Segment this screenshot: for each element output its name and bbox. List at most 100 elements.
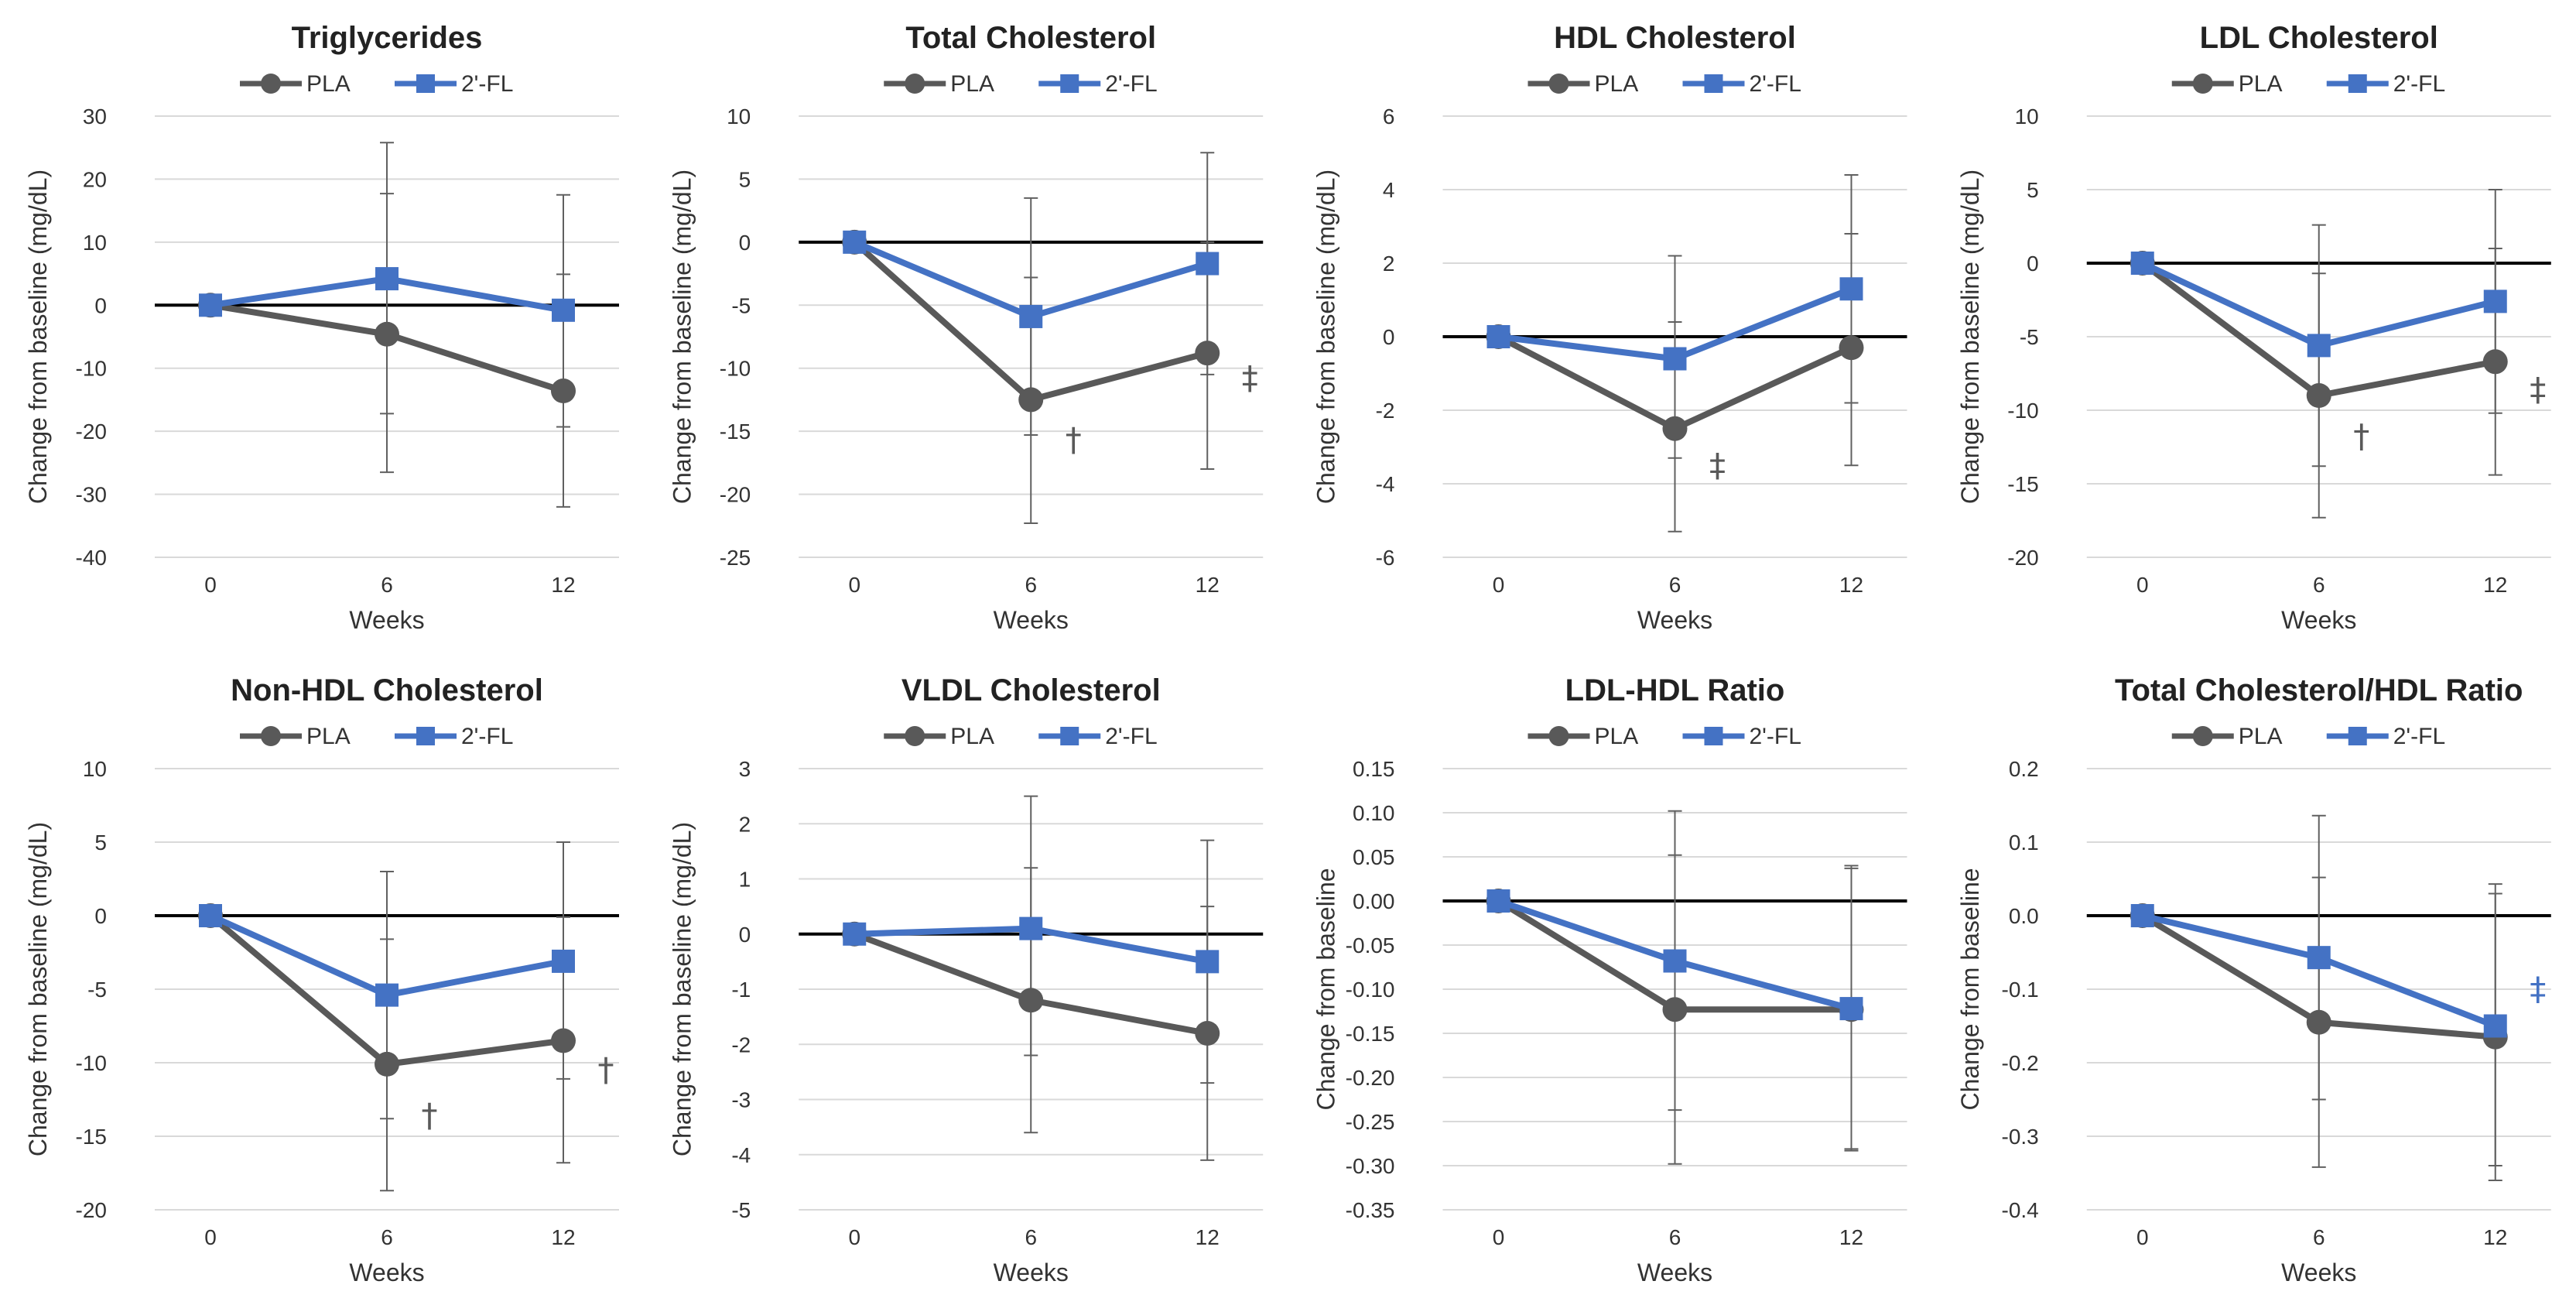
legend-marker-circle (1548, 726, 1569, 746)
significance-mark: ‡ (1242, 359, 1258, 397)
x-tick-label: 6 (1669, 573, 1681, 597)
legend-marker-square (416, 74, 435, 93)
x-axis-title: Weeks (994, 606, 1069, 634)
y-tick-label: 0 (739, 923, 751, 947)
chart-panel: Non-HDL Cholesterol PLA 2'-FL 10 5 0 -5 -10 -15 -… (24, 673, 619, 1286)
y-tick-label: -10 (2007, 399, 2038, 423)
y-tick-label: 5 (2027, 178, 2039, 202)
data-point-2fl (375, 267, 399, 291)
x-axis-title: Weeks (349, 1259, 424, 1286)
legend-item: PLA (884, 71, 994, 97)
legend-item: PLA (1527, 71, 1638, 97)
significance-mark: † (598, 1051, 614, 1089)
y-tick-label: -10 (76, 357, 107, 381)
y-tick-label: -0.1 (2002, 978, 2039, 1002)
legend-marker-square (1704, 727, 1723, 745)
y-tick-label: 0 (1383, 325, 1395, 349)
y-tick-label: 2 (739, 812, 751, 836)
y-tick-label: -20 (2007, 546, 2038, 570)
y-tick-label: -0.4 (2002, 1198, 2039, 1222)
legend-label: PLA (950, 71, 994, 97)
y-tick-label: -0.10 (1346, 978, 1395, 1002)
y-tick-label: 10 (83, 757, 107, 781)
x-tick-label: 12 (1839, 573, 1863, 597)
chart-title: Total Cholesterol (905, 21, 1156, 55)
legend-marker-circle (905, 726, 925, 746)
y-tick-label: 4 (1383, 178, 1395, 202)
data-point-2fl (2483, 1014, 2507, 1038)
data-point-pla (375, 321, 399, 347)
data-point-2fl (843, 230, 867, 254)
legend-label: 2'-FL (1750, 71, 1801, 97)
y-axis-title: Change from baseline (mg/dL) (668, 170, 696, 504)
y-tick-label: -25 (720, 546, 751, 570)
y-axis-title: Change from baseline (1956, 868, 1984, 1110)
data-point-2fl (1839, 997, 1863, 1021)
data-point-2fl (199, 904, 222, 927)
y-tick-label: 5 (94, 831, 107, 855)
chart-title: HDL Cholesterol (1554, 21, 1796, 55)
legend-label: PLA (2239, 71, 2283, 97)
y-axis-title: Change from baseline (1312, 868, 1340, 1110)
data-point-2fl (2307, 946, 2331, 970)
legend-marker-square (2348, 727, 2367, 745)
legend-label: PLA (2239, 724, 2283, 749)
y-tick-label: -0.35 (1346, 1198, 1395, 1222)
data-point-pla (2306, 383, 2331, 408)
y-tick-label: 0.15 (1353, 757, 1395, 781)
y-tick-label: 20 (83, 167, 107, 191)
y-tick-label: -0.20 (1346, 1066, 1395, 1090)
x-tick-label: 12 (2483, 573, 2507, 597)
chart-title: Total Cholesterol/HDL Ratio (2115, 673, 2523, 707)
legend-label: 2'-FL (1105, 724, 1157, 749)
data-point-2fl (199, 293, 222, 317)
data-point-2fl (2130, 904, 2154, 927)
legend-item: PLA (884, 724, 994, 749)
legend-marker-circle (2192, 726, 2213, 746)
x-tick-label: 12 (1196, 573, 1220, 597)
y-tick-label: -1 (731, 978, 751, 1002)
legend-item: 2'-FL (2326, 71, 2445, 97)
significance-mark: † (422, 1096, 438, 1134)
legend-marker-square (1060, 74, 1079, 93)
data-point-pla (1195, 1021, 1220, 1046)
chart-title: LDL-HDL Ratio (1565, 673, 1785, 707)
data-point-pla (1662, 997, 1688, 1022)
y-tick-label: 0.10 (1353, 801, 1395, 825)
x-tick-label: 0 (848, 573, 860, 597)
legend-marker-circle (905, 74, 925, 94)
data-point-2fl (552, 949, 575, 973)
y-tick-label: 2 (1383, 252, 1395, 276)
legend-item: PLA (2171, 724, 2283, 749)
legend-marker-circle (261, 74, 281, 94)
y-axis-title: Change from baseline (mg/dL) (1312, 170, 1340, 504)
y-tick-label: -20 (76, 1198, 107, 1222)
legend-label: 2'-FL (2393, 71, 2445, 97)
y-tick-label: 10 (2015, 104, 2039, 128)
significance-mark: ‡ (2530, 370, 2546, 408)
legend-item: 2'-FL (1682, 71, 1801, 97)
data-point-2fl (1196, 252, 1220, 276)
legend-item: PLA (2171, 71, 2283, 97)
y-tick-label: 6 (1383, 104, 1395, 128)
y-tick-label: -40 (76, 546, 107, 570)
data-point-pla (2482, 349, 2508, 375)
y-tick-label: -15 (2007, 472, 2038, 496)
y-axis-title: Change from baseline (mg/dL) (24, 822, 52, 1156)
data-point-2fl (2483, 289, 2507, 313)
data-point-pla (375, 1051, 399, 1077)
data-point-2fl (1486, 889, 1510, 913)
data-point-2fl (1839, 277, 1863, 301)
y-tick-label: -4 (1376, 472, 1395, 496)
x-tick-label: 12 (2483, 1225, 2507, 1249)
legend-label: PLA (950, 724, 994, 749)
y-tick-label: 0.1 (2009, 831, 2039, 855)
y-tick-label: -0.2 (2002, 1051, 2039, 1075)
legend-marker-square (2348, 74, 2367, 93)
legend-item: PLA (1527, 724, 1638, 749)
x-tick-label: 6 (1025, 573, 1037, 597)
legend-item: 2'-FL (1682, 724, 1801, 749)
data-point-2fl (2130, 252, 2154, 275)
x-tick-label: 6 (2313, 573, 2325, 597)
y-tick-label: 3 (739, 757, 751, 781)
